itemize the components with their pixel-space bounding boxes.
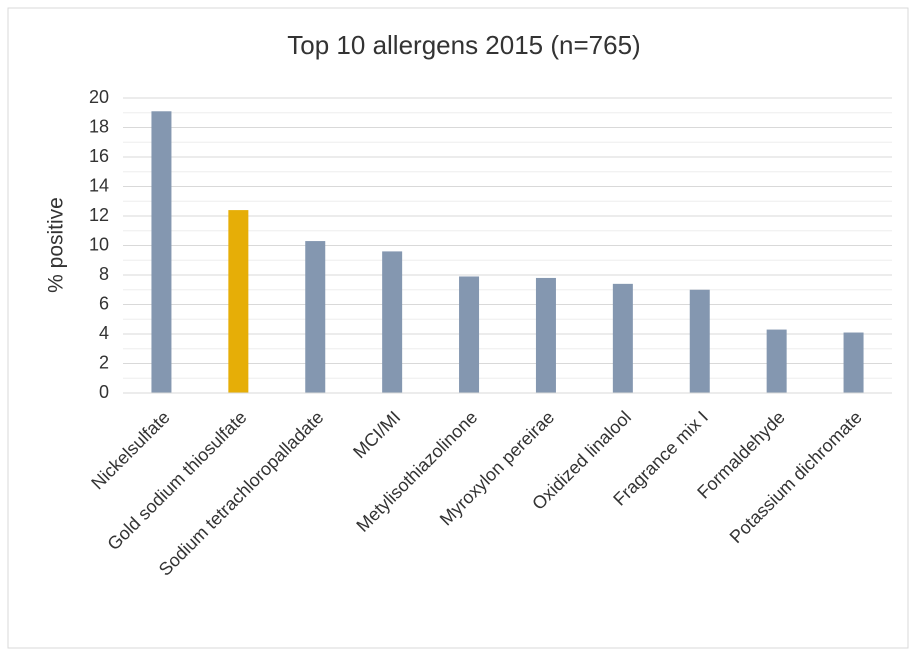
bar <box>151 111 172 394</box>
y-axis-label: % positive <box>45 197 68 293</box>
y-tick-label: 18 <box>89 116 109 136</box>
y-tick-label: 16 <box>89 146 109 166</box>
bar <box>689 289 710 393</box>
bar <box>766 329 787 393</box>
y-tick-label: 20 <box>89 87 109 107</box>
y-tick-label: 2 <box>99 352 109 372</box>
y-tick-label: 10 <box>89 234 109 254</box>
bar <box>305 241 326 393</box>
y-tick-label: 0 <box>99 382 109 402</box>
chart-title: Top 10 allergens 2015 (n=765) <box>287 30 640 60</box>
bar <box>612 283 633 393</box>
y-tick-label: 6 <box>99 293 109 313</box>
y-tick-label: 8 <box>99 264 109 284</box>
y-tick-label: 14 <box>89 175 109 195</box>
bar <box>843 332 864 393</box>
y-tick-label: 4 <box>99 323 109 343</box>
bar <box>228 210 249 393</box>
bar <box>382 251 403 393</box>
chart-border <box>7 7 909 649</box>
y-tick-label: 12 <box>89 205 109 225</box>
bar <box>535 277 556 393</box>
bar <box>459 276 480 393</box>
